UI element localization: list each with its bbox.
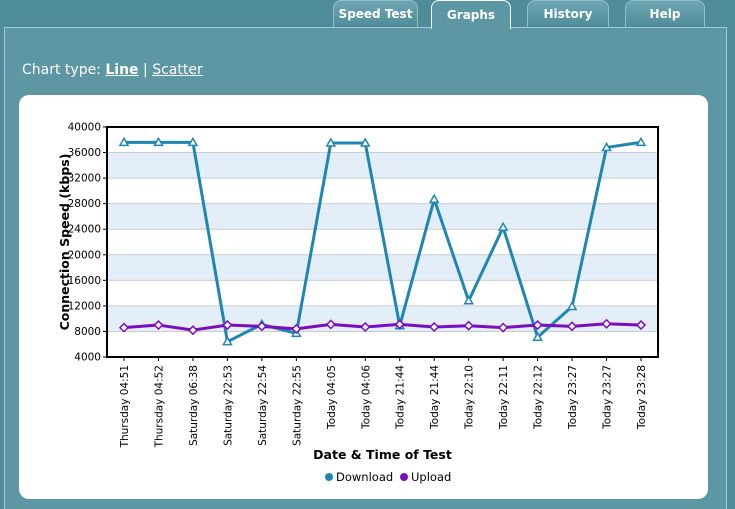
tab-help[interactable]: Help	[625, 0, 705, 27]
y-tick-label: 40000	[68, 122, 101, 134]
upload-series-line	[123, 322, 642, 332]
download-point	[566, 301, 578, 311]
upload-point	[532, 319, 543, 331]
download-point	[532, 331, 543, 341]
grid-band	[107, 152, 658, 179]
y-tick-label: 20000	[68, 249, 101, 261]
x-tick-label: Saturday 06:38	[188, 365, 200, 446]
upload-point	[635, 319, 647, 331]
chart-type-prefix: Chart type:	[22, 62, 101, 78]
upload-point	[601, 318, 612, 329]
download-point	[601, 141, 612, 152]
upload-point	[498, 322, 509, 333]
download-point	[187, 136, 199, 147]
chart-type-scatter-link[interactable]: Scatter	[152, 62, 203, 78]
chart-card: 4000 8000 12000 16000 20000 24000 28000 32000 36…	[19, 95, 708, 499]
x-axis-label: Date & Time of Test	[313, 447, 452, 462]
y-tick-label: 32000	[68, 173, 101, 185]
x-tick-label: Today 22:10	[464, 365, 476, 430]
upload-point	[256, 321, 267, 332]
download-series-line	[124, 140, 642, 344]
upload-point	[118, 322, 130, 333]
download-point	[118, 136, 130, 147]
download-point	[325, 137, 337, 147]
x-tick-label: Thursday 04:51	[119, 365, 131, 448]
download-point	[359, 137, 371, 147]
x-tick-label: Today 23:27	[602, 365, 614, 430]
upload-point	[325, 319, 336, 330]
tab-speed-test[interactable]: Speed Test	[333, 0, 418, 27]
download-point	[635, 136, 647, 147]
plot-frame	[106, 126, 659, 358]
y-tick-label: 36000	[68, 147, 101, 159]
y-tick-label: 16000	[68, 275, 101, 287]
download-point	[153, 136, 164, 147]
upload-point	[187, 325, 198, 336]
speed-chart: 4000 8000 12000 16000 20000 24000 28000 32000 36…	[57, 122, 659, 484]
x-tick-label: Thursday 04:52	[153, 365, 165, 448]
y-axis-label: Connection Speed (kbps)	[57, 154, 72, 331]
grid-band	[107, 254, 658, 281]
upload-legend-label: Upload	[411, 470, 451, 484]
upload-point	[222, 319, 233, 331]
upload-point	[153, 319, 164, 331]
y-tick-label: 28000	[68, 198, 101, 210]
grid-band	[107, 203, 658, 230]
x-tick-label: Today 23:28	[636, 365, 648, 430]
chart-type-line-link[interactable]: Line	[105, 62, 139, 78]
upload-point	[291, 323, 302, 334]
download-point	[222, 336, 233, 346]
upload-point	[429, 321, 440, 333]
x-tick-label: Today 04:05	[326, 365, 338, 430]
download-legend-label: Download	[336, 470, 393, 484]
download-point	[428, 193, 440, 203]
download-point	[497, 221, 509, 232]
x-tick-label: Saturday 22:55	[291, 365, 303, 446]
y-tick-label: 12000	[68, 300, 101, 312]
x-tick-label: Today 22:12	[533, 365, 545, 430]
y-tick-label: 4000	[74, 352, 101, 364]
tab-graphs[interactable]: Graphs	[431, 0, 511, 29]
x-tick-label: Today 22:11	[498, 365, 510, 430]
download-point	[463, 295, 474, 305]
chart-type-separator: |	[143, 62, 148, 78]
tab-history[interactable]: History	[527, 0, 609, 27]
download-legend-dot	[325, 473, 333, 481]
y-tick-label: 8000	[74, 326, 101, 338]
upload-point	[567, 321, 578, 332]
upload-point	[394, 319, 405, 330]
x-tick-label: Today 21:44	[395, 365, 407, 430]
x-tick-label: Saturday 22:54	[257, 365, 269, 446]
x-tick-label: Today 04:06	[360, 365, 372, 430]
chart-type-selector: Chart type: Line | Scatter	[22, 62, 203, 78]
upload-legend-dot	[400, 473, 408, 481]
x-tick-label: Saturday 22:53	[222, 365, 234, 446]
x-tick-label: Today 21:44	[429, 365, 441, 430]
x-tick-label: Today 23:27	[567, 365, 579, 430]
upload-point	[360, 321, 371, 333]
upload-point	[463, 320, 474, 331]
y-tick-label: 24000	[68, 224, 101, 236]
